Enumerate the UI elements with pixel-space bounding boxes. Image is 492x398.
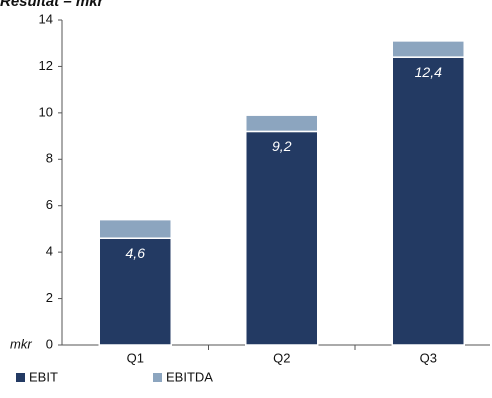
bar-segment [245, 130, 319, 346]
bar-segment [245, 114, 319, 133]
data-label: 4,6 [126, 245, 146, 261]
bar-segment [98, 218, 172, 239]
bar-segment [391, 56, 465, 346]
y-tick-label: 8 [46, 151, 53, 166]
y-tick-label: 12 [39, 58, 53, 73]
legend-label: EBIT [29, 369, 58, 384]
chart-title: Resultat – mkr [0, 0, 105, 10]
y-tick-label: 6 [46, 197, 53, 212]
y-tick-label: 4 [46, 244, 53, 259]
y-tick-label: 14 [39, 11, 53, 26]
bar-segment [391, 40, 465, 58]
bar-segment [98, 237, 172, 346]
data-label: 12,4 [415, 64, 442, 80]
x-tick-label: Q2 [273, 350, 290, 365]
legend-label: EBITDA [166, 369, 213, 384]
y-axis-label: mkr [10, 336, 32, 351]
x-tick-label: Q3 [420, 350, 437, 365]
data-label: 9,2 [272, 138, 292, 154]
y-tick-label: 0 [46, 336, 53, 351]
y-tick-label: 2 [46, 290, 53, 305]
y-tick-label: 10 [39, 104, 53, 119]
legend-swatch [16, 373, 25, 382]
legend-swatch [153, 373, 162, 382]
x-tick-label: Q1 [127, 350, 144, 365]
